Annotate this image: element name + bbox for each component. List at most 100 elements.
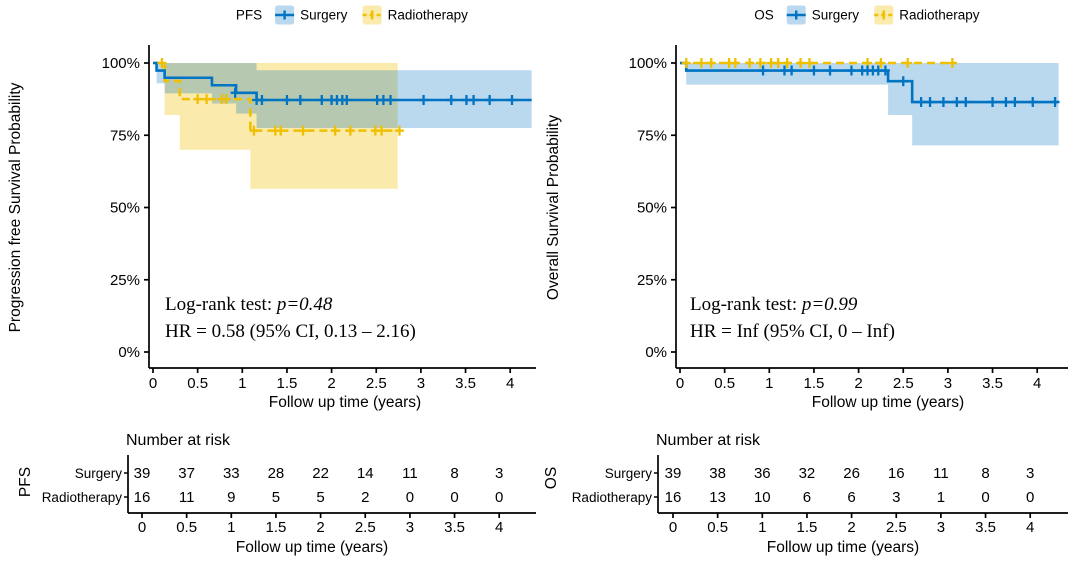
risk-count: 3	[495, 465, 503, 482]
y-axis-title: Progression free Survival Probability	[7, 82, 24, 332]
annotation-logrank: Log-rank test: p=0.99	[690, 294, 858, 315]
risk-x-tick-label: 2.5	[355, 519, 376, 536]
risk-x-tick-label: 2	[847, 519, 855, 536]
risk-count: 32	[799, 465, 816, 482]
x-tick-label: 3.5	[455, 375, 476, 392]
risk-count: 8	[981, 465, 989, 482]
risk-x-tick-label: 2	[316, 519, 324, 536]
risk-x-tick-label: 4	[1026, 519, 1034, 536]
censor-marks-surgery	[230, 87, 517, 105]
risk-count: 3	[892, 489, 900, 506]
risk-count: 10	[754, 489, 771, 506]
risk-count: 16	[665, 489, 682, 506]
risk-x-tick-label: 3	[406, 519, 414, 536]
x-tick-label: 2	[327, 375, 335, 392]
risk-count: 9	[227, 489, 235, 506]
risk-count: 0	[406, 489, 414, 506]
risk-x-tick-label: 0.5	[707, 519, 728, 536]
y-tick-label: 50%	[637, 200, 667, 217]
censor-marks-radiotherapy	[681, 58, 957, 68]
legend-label-radiotherapy: Radiotherapy	[388, 8, 469, 23]
legend: OS Surgery Radiotherapy	[754, 5, 980, 25]
risk-row-label-surgery: Surgery	[75, 466, 123, 481]
x-tick-label: 2.5	[366, 375, 387, 392]
x-tick-label: 2.5	[893, 375, 914, 392]
risk-row-label-radiotherapy: Radiotherapy	[572, 490, 653, 505]
risk-x-axis-title: Follow up time (years)	[767, 539, 919, 556]
annotation-logrank: Log-rank test: p=0.48	[165, 294, 333, 315]
annotation-hazard-ratio: HR = 0.58 (95% CI, 0.13 – 2.16)	[165, 321, 416, 342]
y-tick-label: 0%	[118, 344, 140, 361]
annotation-hazard-ratio: HR = Inf (95% CI, 0 – Inf)	[690, 321, 895, 342]
risk-table-group-label: OS	[543, 467, 560, 489]
risk-table-group-label: PFS	[17, 467, 34, 497]
risk-count: 33	[223, 465, 240, 482]
risk-count: 37	[178, 465, 195, 482]
risk-count: 6	[847, 489, 855, 506]
risk-table-title: Number at risk	[656, 432, 761, 449]
x-tick-label: 1	[765, 375, 773, 392]
risk-x-tick-label: 1	[227, 519, 235, 536]
risk-count: 3	[1026, 465, 1034, 482]
risk-count: 5	[272, 489, 280, 506]
x-tick-label: 2	[854, 375, 862, 392]
x-tick-label: 1.5	[804, 375, 825, 392]
risk-count: 0	[981, 489, 989, 506]
survival-line-surgery	[153, 61, 532, 102]
legend-title: OS	[754, 8, 774, 23]
risk-count: 39	[134, 465, 151, 482]
y-tick-label: 100%	[102, 55, 140, 72]
risk-count: 0	[450, 489, 458, 506]
risk-row-label-surgery: Surgery	[605, 466, 653, 481]
risk-count: 2	[361, 489, 369, 506]
risk-x-tick-label: 1.5	[266, 519, 287, 536]
x-tick-label: 4	[506, 375, 514, 392]
risk-x-tick-label: 1	[758, 519, 766, 536]
annotation-logrank-pvalue: p=0.48	[275, 294, 333, 315]
risk-x-tick-label: 0	[669, 519, 677, 536]
risk-x-tick-label: 3.5	[975, 519, 996, 536]
x-tick-label: 0.5	[714, 375, 735, 392]
y-tick-label: 100%	[629, 55, 667, 72]
risk-count: 13	[709, 489, 726, 506]
x-axis-title: Follow up time (years)	[812, 394, 964, 411]
risk-table-title: Number at risk	[126, 432, 231, 449]
risk-count: 11	[402, 465, 418, 482]
y-axis-title: Overall Survival Probability	[545, 115, 562, 300]
risk-x-tick-label: 0.5	[176, 519, 197, 536]
legend-title: PFS	[236, 8, 262, 23]
risk-x-tick-label: 0	[138, 519, 146, 536]
ci-band-surgery	[686, 63, 1059, 146]
x-tick-label: 1	[238, 375, 246, 392]
risk-count: 26	[843, 465, 860, 482]
censor-marks-radiotherapy	[157, 58, 404, 136]
risk-x-tick-label: 4	[495, 519, 503, 536]
os-survival-panel: OS Surgery Radiotherapy 0% 25% 50% 75% 100% Over…	[543, 5, 1068, 556]
pfs-survival-panel: PFS Surgery Radiotherapy 0% 25% 50% 75% 100% Pro…	[7, 5, 536, 556]
risk-count: 11	[179, 489, 195, 506]
risk-count: 36	[754, 465, 771, 482]
risk-count: 14	[357, 465, 374, 482]
y-tick-label: 0%	[645, 344, 667, 361]
annotation-logrank-prefix: Log-rank test:	[165, 294, 277, 315]
risk-count: 11	[933, 465, 949, 482]
risk-x-tick-label: 2.5	[886, 519, 907, 536]
risk-count: 6	[803, 489, 811, 506]
censor-marks-surgery	[758, 65, 1060, 108]
y-tick-label: 75%	[637, 127, 667, 144]
y-tick-label: 25%	[110, 272, 140, 289]
legend-label-surgery: Surgery	[300, 8, 348, 23]
y-tick-label: 25%	[637, 272, 667, 289]
risk-count: 28	[268, 465, 285, 482]
risk-count: 16	[134, 489, 151, 506]
risk-count: 22	[312, 465, 329, 482]
x-axis-title: Follow up time (years)	[269, 394, 421, 411]
x-tick-label: 0	[676, 375, 684, 392]
y-tick-label: 50%	[110, 200, 140, 217]
x-tick-label: 0.5	[187, 375, 208, 392]
risk-x-tick-label: 1.5	[797, 519, 818, 536]
y-tick-label: 75%	[110, 127, 140, 144]
annotation-logrank-prefix: Log-rank test:	[690, 294, 802, 315]
risk-row-label-radiotherapy: Radiotherapy	[42, 490, 123, 505]
